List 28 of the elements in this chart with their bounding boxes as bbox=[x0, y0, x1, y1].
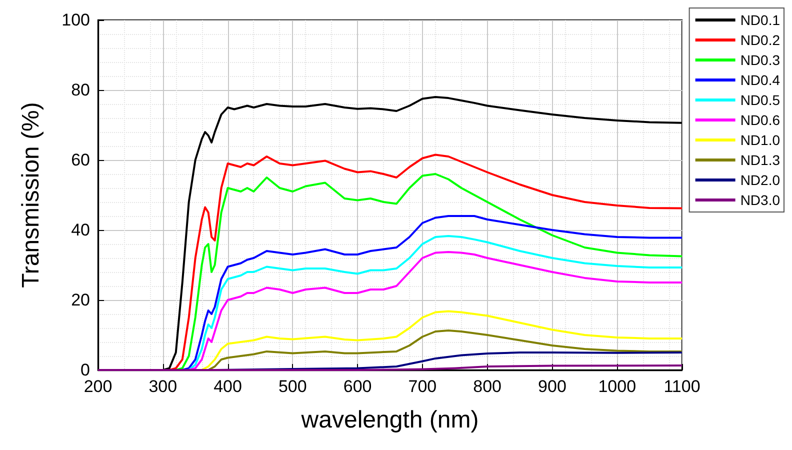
y-tick-label: 40 bbox=[71, 220, 90, 240]
x-tick-label: 700 bbox=[408, 377, 437, 396]
x-tick-label: 1000 bbox=[598, 377, 636, 396]
legend-label: ND0.3 bbox=[740, 52, 780, 68]
legend-label: ND0.6 bbox=[740, 112, 780, 128]
legend-label: ND1.0 bbox=[740, 132, 780, 148]
x-tick-label: 200 bbox=[84, 377, 112, 396]
x-tick-label: 600 bbox=[343, 377, 372, 396]
y-tick-label: 20 bbox=[71, 290, 90, 310]
legend-label: ND0.1 bbox=[740, 12, 780, 28]
x-tick-label: 800 bbox=[473, 377, 502, 396]
y-axis-title: Transmission (%) bbox=[18, 102, 44, 288]
y-tick-label: 0 bbox=[80, 360, 90, 380]
y-tick-label: 80 bbox=[71, 80, 90, 100]
legend-label: ND3.0 bbox=[740, 192, 780, 208]
x-tick-label: 500 bbox=[278, 377, 307, 396]
y-tick-label: 60 bbox=[71, 150, 90, 170]
x-tick-label: 1100 bbox=[664, 377, 700, 396]
x-tick-label: 400 bbox=[214, 377, 242, 396]
legend-label: ND0.5 bbox=[740, 92, 780, 108]
legend-label: ND0.4 bbox=[740, 72, 780, 88]
legend-label: ND2.0 bbox=[740, 172, 780, 188]
x-tick-label: 300 bbox=[148, 377, 178, 396]
x-tick-label: 900 bbox=[538, 377, 566, 396]
legend-label: ND1.3 bbox=[740, 152, 780, 168]
legend-label: ND0.2 bbox=[740, 32, 780, 48]
y-tick-label: 100 bbox=[62, 10, 90, 30]
x-axis-title: wavelength (nm) bbox=[300, 406, 479, 434]
